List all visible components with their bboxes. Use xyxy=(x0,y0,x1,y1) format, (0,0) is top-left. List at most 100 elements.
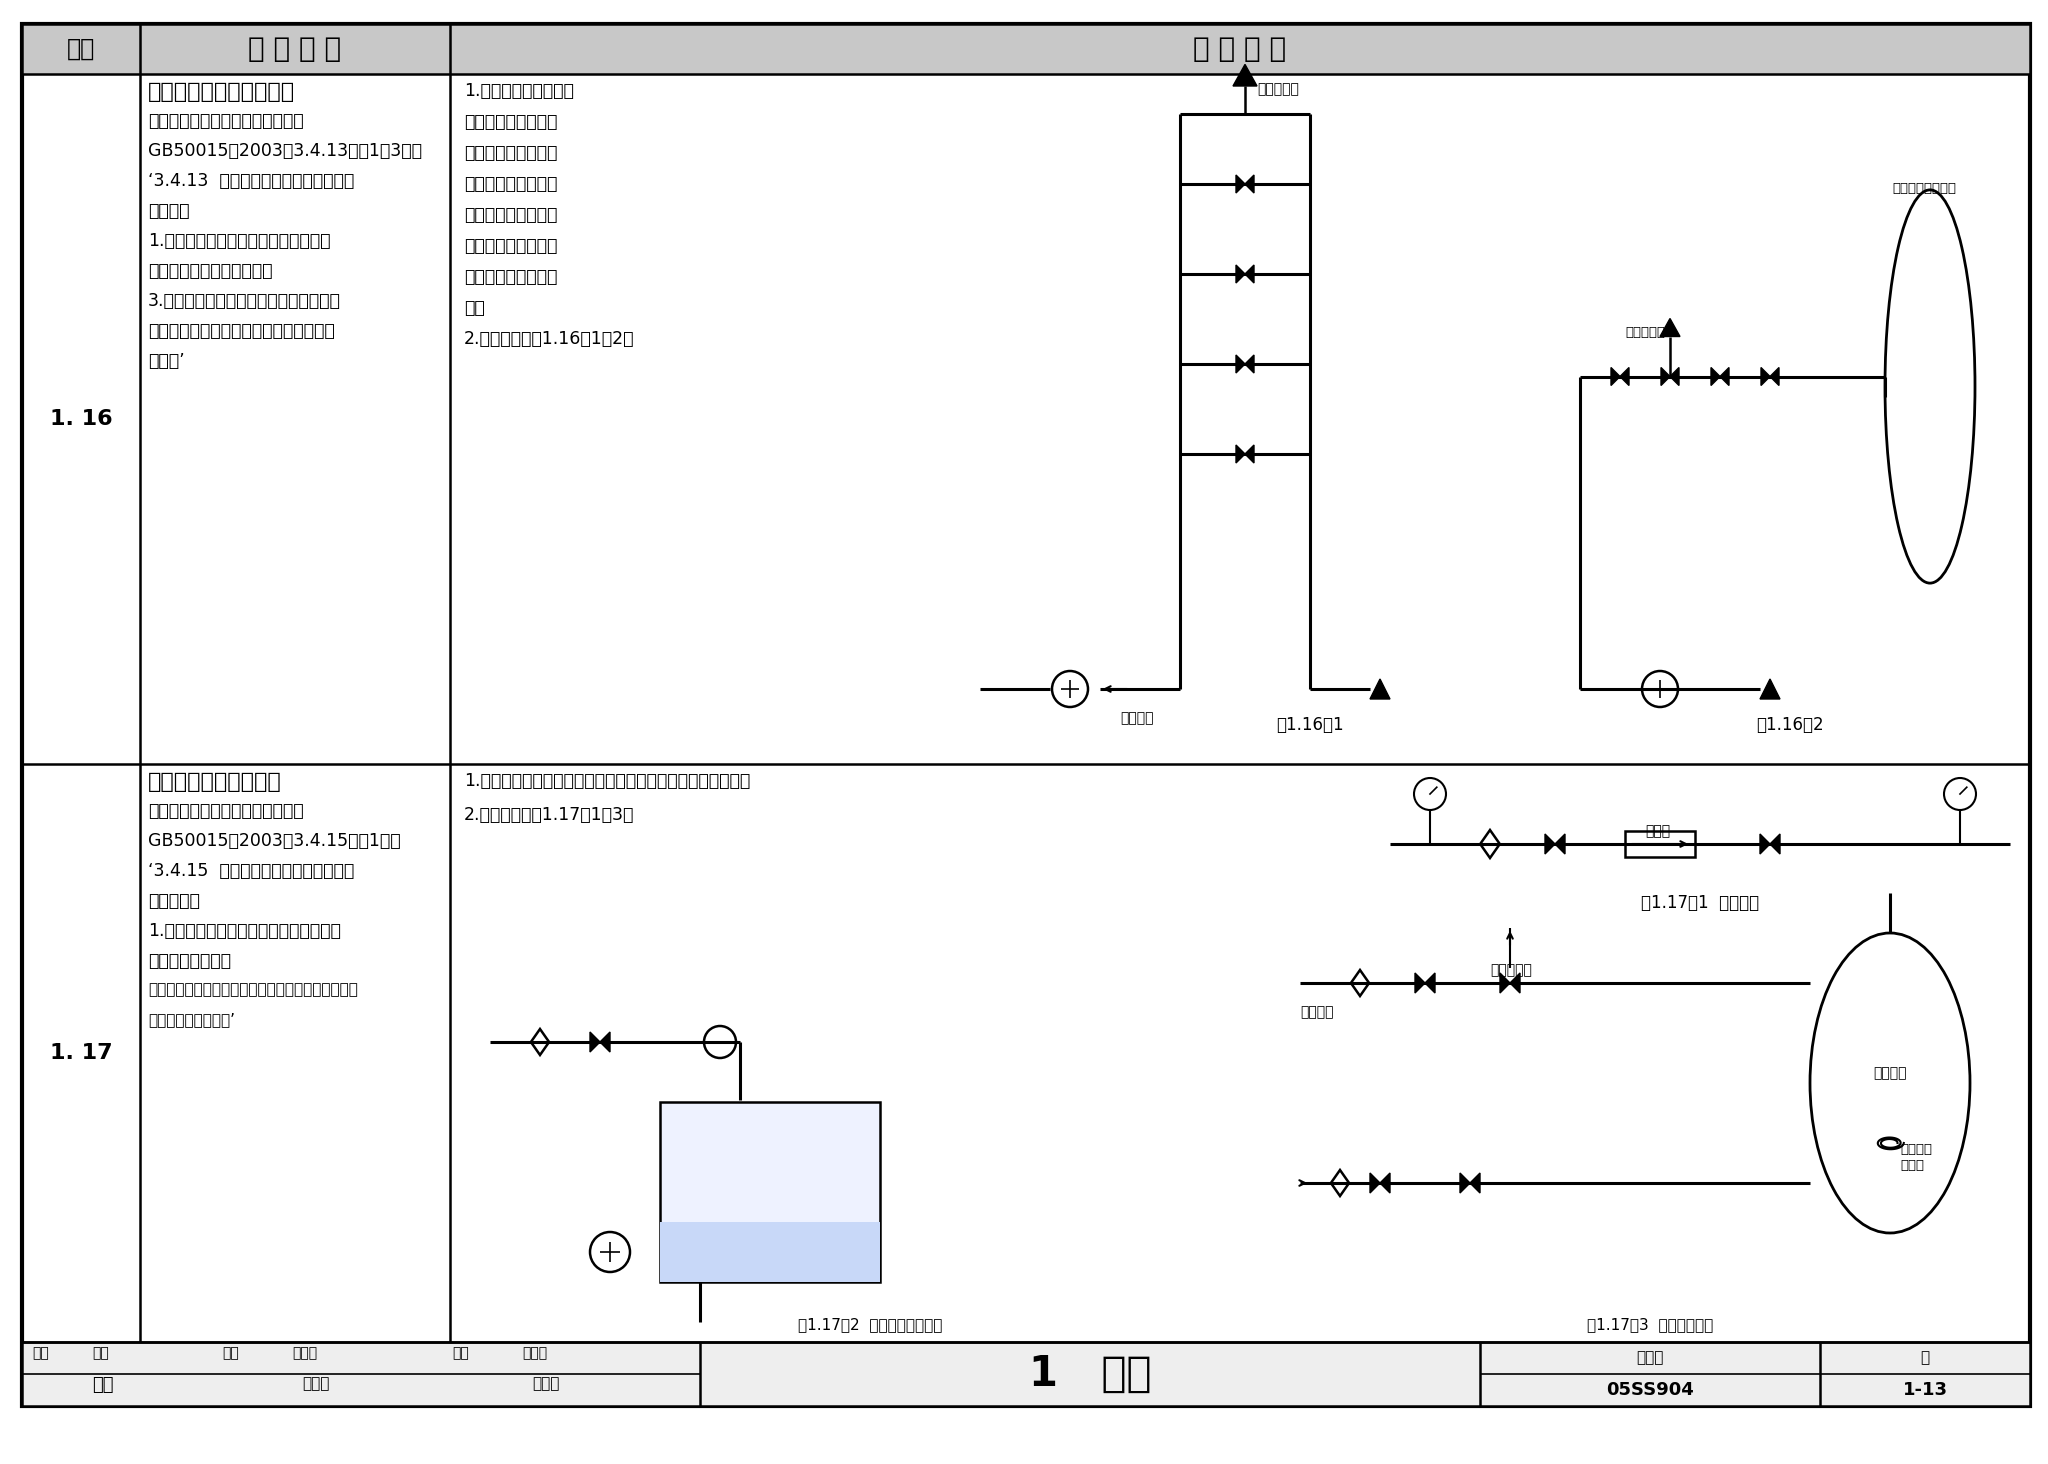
Polygon shape xyxy=(1237,176,1245,193)
Text: 2.改进措施见图1.16－1～2。: 2.改进措施见图1.16－1～2。 xyxy=(465,329,635,348)
Text: 道过滤器：: 道过滤器： xyxy=(147,892,201,911)
Bar xyxy=(1624,832,1696,856)
Text: 水加热器: 水加热器 xyxy=(1874,1066,1907,1080)
Text: 水罐时，其配水管网的最高点应设自动排: 水罐时，其配水管网的最高点应设自动排 xyxy=(147,322,334,340)
Polygon shape xyxy=(600,1032,610,1053)
Text: 置排气阀后，能及时: 置排气阀后，能及时 xyxy=(465,176,557,193)
Text: 1.间歇性使用的给水管网，其管末端和: 1.间歇性使用的给水管网，其管末端和 xyxy=(147,231,330,250)
Text: 等。: 等。 xyxy=(465,299,485,318)
Text: 违反了《建筑给水排水设计规范》: 违反了《建筑给水排水设计规范》 xyxy=(147,113,303,130)
Text: 2.改进措施见图1.17－1～3。: 2.改进措施见图1.17－1～3。 xyxy=(465,807,635,824)
Text: 等阀件前应设置。: 等阀件前应设置。 xyxy=(147,952,231,971)
Text: 图1.16－1: 图1.16－1 xyxy=(1276,716,1343,733)
Polygon shape xyxy=(1245,445,1253,463)
Polygon shape xyxy=(1245,176,1253,193)
Text: 气阀。’: 气阀。’ xyxy=(147,351,184,370)
Text: 排除管道的积气，有: 排除管道的积气，有 xyxy=(465,206,557,224)
Text: 1   给水: 1 给水 xyxy=(1028,1353,1151,1395)
Text: 利水的流动，避免气: 利水的流动，避免气 xyxy=(465,237,557,255)
Polygon shape xyxy=(1661,367,1669,385)
Bar xyxy=(659,1222,881,1282)
Text: 气阀的地点都是管道: 气阀的地点都是管道 xyxy=(465,113,557,130)
Text: 塞、水击造成的噪声: 塞、水击造成的噪声 xyxy=(465,268,557,285)
Text: 最高点应设置自动排气阀。: 最高点应设置自动排气阀。 xyxy=(147,262,272,280)
Text: 自动排气阀: 自动排气阀 xyxy=(1257,82,1298,97)
Polygon shape xyxy=(1380,1173,1391,1193)
Text: 容易积气的地方，设: 容易积气的地方，设 xyxy=(465,143,557,163)
Text: 1-13: 1-13 xyxy=(1903,1381,1948,1400)
Polygon shape xyxy=(1425,974,1436,993)
Text: 温度调节阀: 温度调节阀 xyxy=(1491,963,1532,976)
Text: 违反了《建筑给水排水设计规范》: 违反了《建筑给水排水设计规范》 xyxy=(147,802,303,820)
Text: 贾苇: 贾苇 xyxy=(92,1376,113,1394)
Text: 1. 16: 1. 16 xyxy=(49,408,113,429)
Polygon shape xyxy=(1460,1173,1470,1193)
Polygon shape xyxy=(1509,974,1520,993)
Text: 审核: 审核 xyxy=(33,1345,49,1360)
Bar xyxy=(23,1342,2030,1405)
Polygon shape xyxy=(1245,354,1253,373)
Text: 图集号: 图集号 xyxy=(1636,1350,1663,1366)
Text: 图1.17－2  自动水位控制阀前: 图1.17－2 自动水位控制阀前 xyxy=(799,1318,942,1332)
Text: GB50015－2003第3.4.13条第1、3款。: GB50015－2003第3.4.13条第1、3款。 xyxy=(147,142,422,160)
Polygon shape xyxy=(1237,445,1245,463)
Text: 3.气压给水装置，当采用自动补气式气压: 3.气压给水装置，当采用自动补气式气压 xyxy=(147,291,340,310)
Polygon shape xyxy=(1720,367,1729,385)
Text: 自动排气阀: 自动排气阀 xyxy=(1624,326,1665,340)
Polygon shape xyxy=(1237,265,1245,283)
Polygon shape xyxy=(1233,64,1257,86)
Text: 常 见 问 题: 常 见 问 题 xyxy=(248,35,342,63)
Text: 自动补气式气压罐: 自动补气式气压罐 xyxy=(1892,182,1956,195)
Text: 序号: 序号 xyxy=(68,37,94,61)
Polygon shape xyxy=(1245,265,1253,283)
Text: 图1.16－2: 图1.16－2 xyxy=(1757,716,1825,733)
Text: 给水管网缺少自动排气阀: 给水管网缺少自动排气阀 xyxy=(147,82,295,102)
Text: 热媒水管: 热媒水管 xyxy=(1300,1004,1333,1019)
Text: 1.以上部位设置管道过滤器可避免水中杂质损坏阀件或设备。: 1.以上部位设置管道过滤器可避免水中杂质损坏阀件或设备。 xyxy=(465,772,750,791)
Text: 间歇供水: 间歇供水 xyxy=(1120,712,1153,725)
Polygon shape xyxy=(1761,367,1769,385)
Polygon shape xyxy=(590,1032,600,1053)
Text: 图1.17－3  温度调节阀前: 图1.17－3 温度调节阀前 xyxy=(1587,1318,1712,1332)
Polygon shape xyxy=(1769,834,1780,854)
Text: 给水阀件前缺少过滤器: 给水阀件前缺少过滤器 xyxy=(147,772,283,792)
Text: 孙组胤: 孙组胤 xyxy=(532,1376,559,1391)
Text: 贾苇: 贾苇 xyxy=(92,1345,109,1360)
Text: GB50015－2003第3.4.15条第1款。: GB50015－2003第3.4.15条第1款。 xyxy=(147,832,401,851)
Polygon shape xyxy=(1370,679,1391,698)
Bar xyxy=(23,23,2030,75)
Polygon shape xyxy=(1769,367,1780,385)
Polygon shape xyxy=(1759,679,1780,698)
Polygon shape xyxy=(1415,974,1425,993)
Bar xyxy=(659,1102,881,1282)
Text: 气装置：: 气装置： xyxy=(147,202,190,220)
Text: 稻秀明: 稻秀明 xyxy=(301,1376,330,1391)
Polygon shape xyxy=(1499,974,1509,993)
Polygon shape xyxy=(1470,1173,1481,1193)
Text: 设计: 设计 xyxy=(453,1345,469,1360)
Text: 水加热器
进水管: 水加热器 进水管 xyxy=(1901,1143,1931,1173)
Text: 校对: 校对 xyxy=(221,1345,240,1360)
Polygon shape xyxy=(1612,367,1620,385)
Text: 1. 17: 1. 17 xyxy=(49,1042,113,1063)
Text: 改 进 措 施: 改 进 措 施 xyxy=(1194,35,1286,63)
Text: 图1.17－1  减压阀前: 图1.17－1 减压阀前 xyxy=(1640,895,1759,912)
Polygon shape xyxy=(1669,367,1679,385)
Text: 05SS904: 05SS904 xyxy=(1606,1381,1694,1400)
Polygon shape xyxy=(1661,319,1679,337)
Text: 页: 页 xyxy=(1921,1350,1929,1366)
Text: 1.减压阀、自动水位控制阀、温度调节阀: 1.减压阀、自动水位控制阀、温度调节阀 xyxy=(147,922,340,940)
Polygon shape xyxy=(1237,354,1245,373)
Text: ‘3.4.15  给水管道的下列部位应设置管: ‘3.4.15 给水管道的下列部位应设置管 xyxy=(147,862,354,880)
Text: 减压阀: 减压阀 xyxy=(1645,824,1669,837)
Text: 孙组胤: 孙组胤 xyxy=(522,1345,547,1360)
Text: ‘3.4.13  给水管道的下列部位应设置排: ‘3.4.13 给水管道的下列部位应设置排 xyxy=(147,171,354,190)
Polygon shape xyxy=(1554,834,1565,854)
Polygon shape xyxy=(1620,367,1628,385)
Polygon shape xyxy=(1759,834,1769,854)
Polygon shape xyxy=(1710,367,1720,385)
Text: 1.以上两款要求设置排: 1.以上两款要求设置排 xyxy=(465,82,573,100)
Text: 注：过滤器的滤网应采用耐腐蚀材料，滤网网孔尺寸: 注：过滤器的滤网应采用耐腐蚀材料，滤网网孔尺寸 xyxy=(147,982,358,997)
Text: 应按使用要求确定。’: 应按使用要求确定。’ xyxy=(147,1012,236,1028)
Text: 稻秀明: 稻秀明 xyxy=(293,1345,317,1360)
